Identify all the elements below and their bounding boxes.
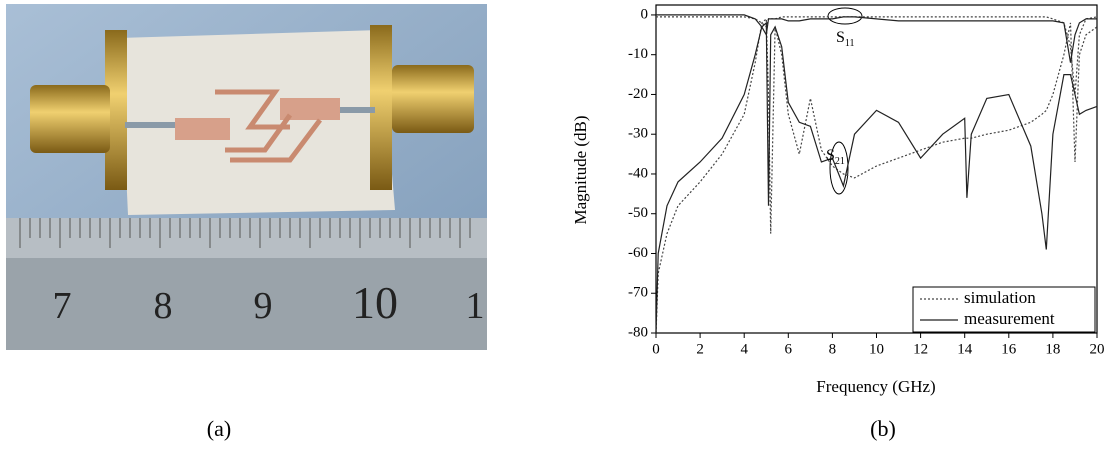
caption: (a) [207, 416, 231, 441]
y-tick-label: -80 [628, 324, 648, 340]
y-tick-label: -10 [628, 46, 648, 62]
x-tick-label: 6 [785, 341, 793, 357]
x-tick-label: 20 [1090, 341, 1105, 357]
x-tick-label: 16 [1001, 341, 1017, 357]
x-tick-label: 14 [957, 341, 973, 357]
y-tick-label: -40 [628, 165, 648, 181]
x-tick-label: 8 [829, 341, 837, 357]
ruler-label: 9 [254, 285, 273, 327]
x-tick-label: 2 [696, 341, 704, 357]
line-simulation [655, 17, 1098, 334]
ruler-label: 10 [352, 277, 398, 328]
annotation-symbol: S [836, 29, 845, 46]
annotation: S21 [826, 147, 845, 167]
y-tick-label: -30 [628, 126, 648, 142]
y-axis-label: Magnitude (dB) [571, 115, 590, 224]
ruler-label: 7 [53, 285, 72, 327]
caption: (b) [870, 416, 896, 441]
s21-marker [829, 141, 849, 195]
y-tick-label: -20 [628, 86, 648, 102]
legend-label: simulation [964, 288, 1036, 307]
line-measurement [656, 14, 1097, 63]
x-tick-label: 12 [913, 341, 928, 357]
s11-marker [827, 7, 863, 25]
ruler-label: 8 [154, 285, 173, 327]
annotation-subscript: 11 [845, 38, 855, 49]
annotation-symbol: S [826, 147, 835, 164]
line-measurement [655, 21, 1098, 334]
y-tick-label: -50 [628, 205, 648, 221]
plot-frame [655, 4, 1098, 334]
y-tick-label: -70 [628, 285, 648, 301]
x-axis-label: Frequency (GHz) [816, 377, 935, 396]
y-tick-label: -60 [628, 245, 648, 261]
annotation-subscript: 21 [835, 156, 845, 167]
ruler-label: 1 [466, 285, 485, 327]
annotation: S11 [836, 29, 855, 49]
photo [6, 4, 487, 350]
legend-label: measurement [964, 309, 1055, 328]
legend [912, 286, 1096, 333]
x-tick-label: 0 [652, 341, 660, 357]
x-tick-label: 4 [740, 341, 748, 357]
line-simulation [656, 16, 1098, 95]
y-tick-label: 0 [641, 6, 649, 22]
x-tick-label: 10 [869, 341, 884, 357]
x-tick-label: 18 [1045, 341, 1060, 357]
